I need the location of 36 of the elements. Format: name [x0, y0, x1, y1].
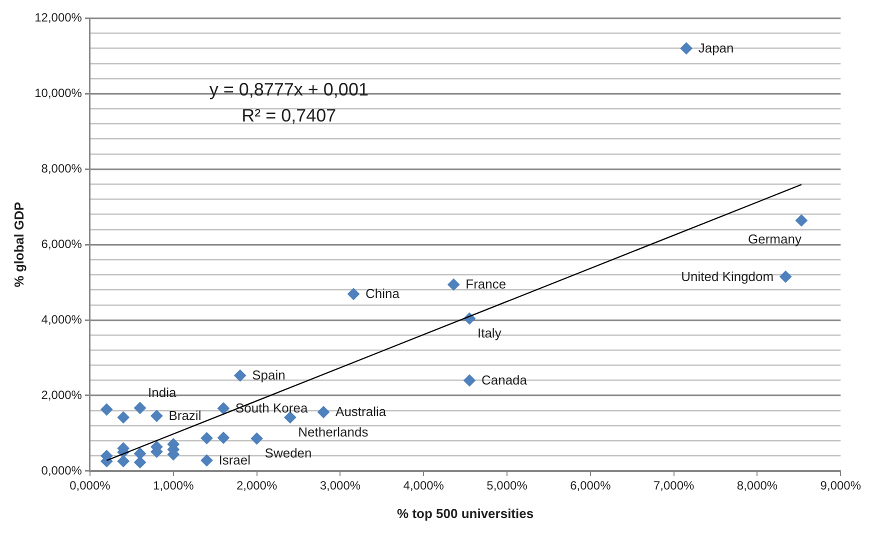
x-tick-label: 4,000%: [403, 478, 444, 493]
annotation: Spain: [252, 368, 286, 383]
x-tick-label: 7,000%: [653, 478, 695, 493]
annotation: Canada: [481, 372, 528, 388]
y-tick-label: 0,000%: [41, 463, 82, 478]
y-tick-label: 4,000%: [41, 312, 82, 326]
x-tick-label: 3,000%: [320, 478, 361, 493]
x-tick-label: 9,000%: [820, 478, 862, 493]
annotation: Israel: [218, 452, 251, 468]
annotation: India: [148, 385, 177, 400]
annotation: Germany: [748, 232, 802, 247]
annotation: South Korea: [235, 400, 308, 416]
annotation: Brazil: [168, 408, 202, 423]
annotation: Sweden: [264, 446, 312, 461]
x-tick-label: 5,000%: [486, 478, 528, 493]
annotation: Netherlands: [298, 424, 369, 440]
x-tick-label: 8,000%: [736, 478, 778, 493]
x-tick-label: 2,000%: [236, 478, 278, 493]
y-tick-label: 12,000%: [34, 10, 82, 25]
y-tick-label: 8,000%: [41, 161, 82, 176]
x-tick-label: 0,000%: [70, 478, 111, 493]
annotation: y = 0,8777x + 0,001: [209, 80, 368, 100]
y-tick-label: 10,000%: [34, 86, 82, 100]
annotation: France: [466, 276, 506, 292]
x-axis-title: % top 500 universities: [397, 506, 534, 521]
annotation: Japan: [698, 40, 734, 56]
x-tick-label: 1,000%: [153, 478, 194, 493]
annotation: China: [366, 286, 400, 302]
annotation: United Kingdom: [681, 268, 774, 284]
y-tick-label: 6,000%: [41, 236, 82, 251]
x-tick-label: 6,000%: [570, 478, 612, 493]
y-axis-title: % global GDP: [11, 202, 26, 288]
y-tick-label: 2,000%: [41, 388, 82, 402]
annotation: Italy: [477, 326, 502, 341]
annotation: Australia: [336, 404, 387, 420]
annotation: R² = 0,7407: [242, 106, 336, 126]
